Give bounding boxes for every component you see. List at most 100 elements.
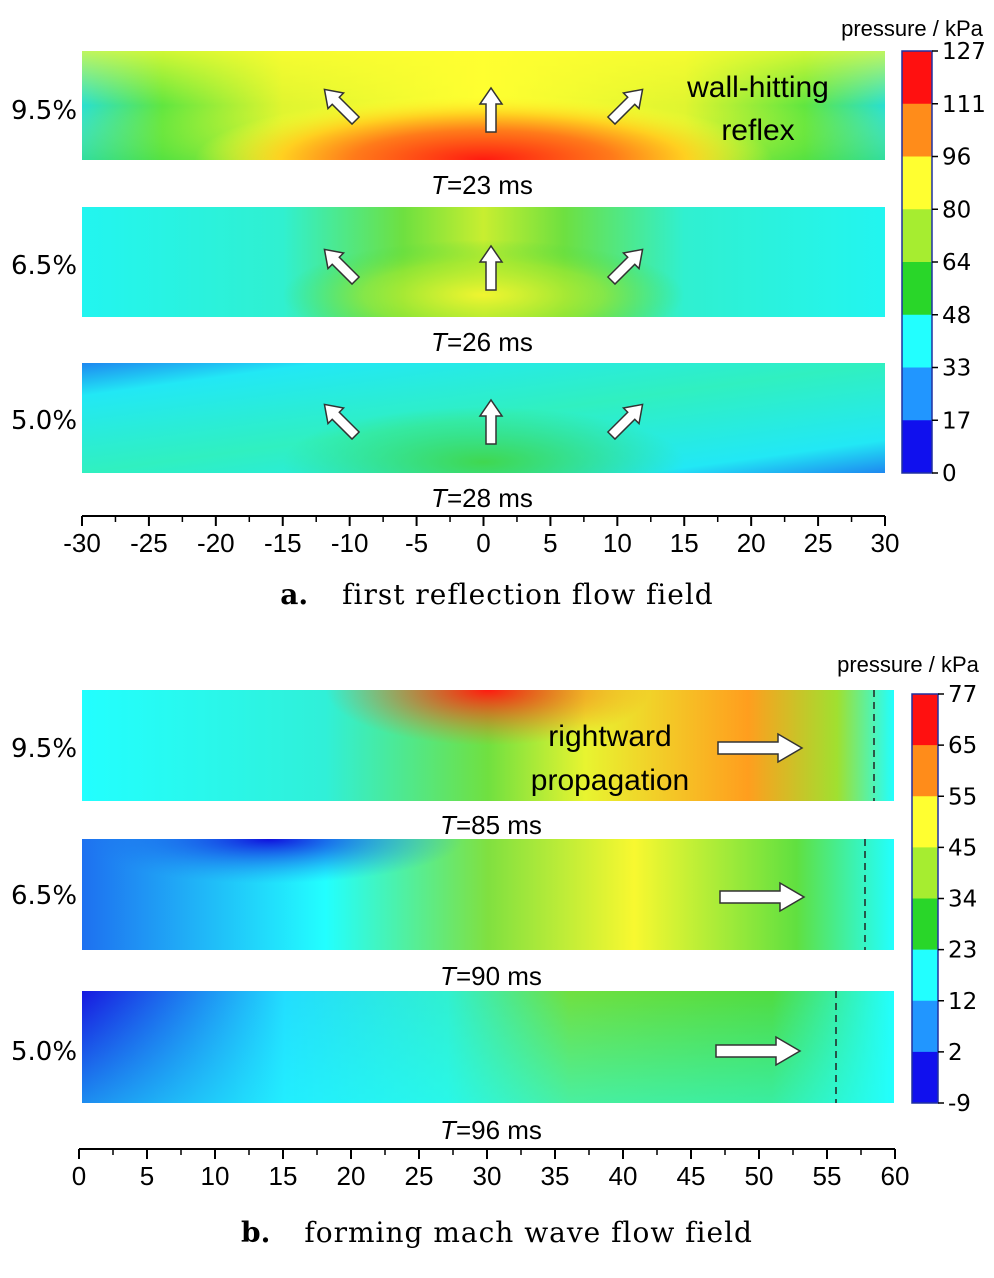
row-label-b-3: 5.0% bbox=[11, 1037, 77, 1067]
x-tick-label: 0 bbox=[72, 1161, 86, 1191]
colorbar-tick-label: 34 bbox=[948, 887, 977, 913]
time-label-a-2: T=26 ms bbox=[431, 327, 533, 357]
x-tick-label: 20 bbox=[737, 528, 766, 558]
colorbar-tick-label: -9 bbox=[948, 1091, 971, 1117]
x-tick-label: 40 bbox=[609, 1161, 638, 1191]
panel-a: wall-hitting reflex 9.5% 6.5% 5.0% T=23 … bbox=[11, 16, 986, 611]
colorbar-band bbox=[912, 847, 938, 899]
x-tick-label: 10 bbox=[201, 1161, 230, 1191]
annotation-b-line-2: propagation bbox=[531, 764, 689, 797]
colorbar-tick-label: 12 bbox=[948, 989, 977, 1015]
x-tick-label: -30 bbox=[63, 528, 101, 558]
colorbar-band bbox=[902, 314, 932, 368]
x-tick-label: 30 bbox=[871, 528, 900, 558]
panel-b: rightward propagation 9.5% 6.5% 5.0% T=8… bbox=[11, 652, 980, 1249]
colorbar-band bbox=[902, 367, 932, 421]
colorbar-band bbox=[902, 209, 932, 263]
annotation-a-line-2: reflex bbox=[721, 114, 794, 147]
colorbar-tick-label: 77 bbox=[948, 682, 977, 708]
x-ticks-a: -30 -25 -20 -15 -10 -5 0 5 10 15 20 25 30 bbox=[63, 516, 899, 558]
arrow-up-right-icon bbox=[606, 88, 644, 126]
x-tick-label: 25 bbox=[804, 528, 833, 558]
arrow-up-icon bbox=[478, 244, 504, 291]
arrow-up-right-icon bbox=[606, 248, 644, 286]
colorbar-tick-label: 64 bbox=[942, 250, 971, 276]
arrow-up-right-icon bbox=[606, 403, 644, 441]
x-tick-label: 55 bbox=[813, 1161, 842, 1191]
x-tick-label: -10 bbox=[331, 528, 369, 558]
colorbar-tick-label: 127 bbox=[942, 39, 986, 65]
x-tick-label: 15 bbox=[269, 1161, 298, 1191]
colorbar-band bbox=[902, 103, 932, 157]
time-label-b-1: T=85 ms bbox=[440, 810, 542, 840]
arrows-b bbox=[715, 732, 806, 1067]
annotation-a-line-1: wall-hitting bbox=[686, 71, 829, 104]
x-tick-label: 35 bbox=[541, 1161, 570, 1191]
colorbar-band bbox=[912, 1000, 938, 1053]
x-tick-label: 60 bbox=[881, 1161, 910, 1191]
colorbar-title-b: pressure / kPa bbox=[837, 652, 980, 677]
colorbar-band bbox=[902, 262, 932, 316]
x-tick-label: 20 bbox=[337, 1161, 366, 1191]
row-label-a-1: 9.5% bbox=[11, 96, 77, 126]
x-tick-label: 10 bbox=[603, 528, 632, 558]
arrows-a bbox=[323, 86, 644, 445]
colorbar-band bbox=[902, 156, 932, 210]
colorbar-tick-label: 23 bbox=[948, 938, 977, 964]
colorbar-tick-label: 2 bbox=[948, 1040, 963, 1066]
arrow-up-left-icon bbox=[323, 403, 361, 441]
colorbar-band bbox=[912, 694, 938, 746]
time-label-a-1: T=23 ms bbox=[431, 170, 533, 200]
x-tick-label: 30 bbox=[473, 1161, 502, 1191]
x-tick-label: 45 bbox=[677, 1161, 706, 1191]
colorbar-band bbox=[912, 898, 938, 951]
colorbar-b: 77 65 55 45 34 23 12 2 -9 bbox=[911, 682, 977, 1117]
x-tick-label: 5 bbox=[140, 1161, 154, 1191]
time-label-b-2: T=90 ms bbox=[440, 961, 542, 991]
arrow-up-left-icon bbox=[323, 88, 361, 126]
colorbar-tick-label: 17 bbox=[942, 408, 971, 434]
arrow-up-icon bbox=[478, 398, 504, 445]
caption-a: a. first reflection flow field bbox=[280, 578, 713, 611]
x-tick-label: -20 bbox=[197, 528, 235, 558]
arrow-right-icon bbox=[715, 1035, 802, 1067]
colorbar-tick-label: 65 bbox=[948, 733, 977, 759]
arrow-right-icon bbox=[719, 881, 806, 913]
arrow-up-left-icon bbox=[323, 248, 361, 286]
colorbar-tick-label: 55 bbox=[948, 784, 977, 810]
colorbar-tick-label: 111 bbox=[942, 92, 986, 118]
colorbar-tick-label: 0 bbox=[942, 461, 957, 487]
row-label-b-2: 6.5% bbox=[11, 881, 77, 911]
x-tick-label: 5 bbox=[543, 528, 557, 558]
time-label-b-3: T=96 ms bbox=[440, 1115, 542, 1145]
field-a-row-3 bbox=[82, 363, 885, 473]
x-tick-label: -15 bbox=[264, 528, 302, 558]
x-tick-label: -5 bbox=[405, 528, 428, 558]
field-a-row-1 bbox=[82, 51, 885, 160]
colorbar-band bbox=[912, 949, 938, 1002]
x-tick-label: 50 bbox=[745, 1161, 774, 1191]
colorbar-band bbox=[912, 796, 938, 848]
time-label-a-3: T=28 ms bbox=[431, 483, 533, 513]
colorbar-tick-label: 33 bbox=[942, 356, 971, 382]
colorbar-tick-label: 48 bbox=[942, 303, 971, 329]
row-label-a-3: 5.0% bbox=[11, 406, 77, 436]
annotation-b-line-1: rightward bbox=[548, 720, 671, 753]
x-tick-label: -25 bbox=[130, 528, 168, 558]
colorbar-tick-label: 96 bbox=[942, 145, 971, 171]
x-tick-label: 25 bbox=[405, 1161, 434, 1191]
colorbar-band bbox=[912, 745, 938, 797]
colorbar-band bbox=[912, 1051, 938, 1104]
x-tick-label: 15 bbox=[670, 528, 699, 558]
x-tick-label: 0 bbox=[476, 528, 490, 558]
colorbar-band bbox=[902, 51, 932, 105]
arrow-up-icon bbox=[478, 86, 504, 133]
row-label-a-2: 6.5% bbox=[11, 251, 77, 281]
row-label-b-1: 9.5% bbox=[11, 734, 77, 764]
x-ticks-b: 0 5 10 15 20 25 30 35 40 45 50 55 60 bbox=[72, 1149, 910, 1191]
colorbar-tick-label: 80 bbox=[942, 197, 971, 223]
colorbar-tick-label: 45 bbox=[948, 835, 977, 861]
colorbar-band bbox=[902, 420, 932, 474]
colorbar-a: 127 111 96 80 64 48 33 17 0 bbox=[901, 39, 986, 487]
